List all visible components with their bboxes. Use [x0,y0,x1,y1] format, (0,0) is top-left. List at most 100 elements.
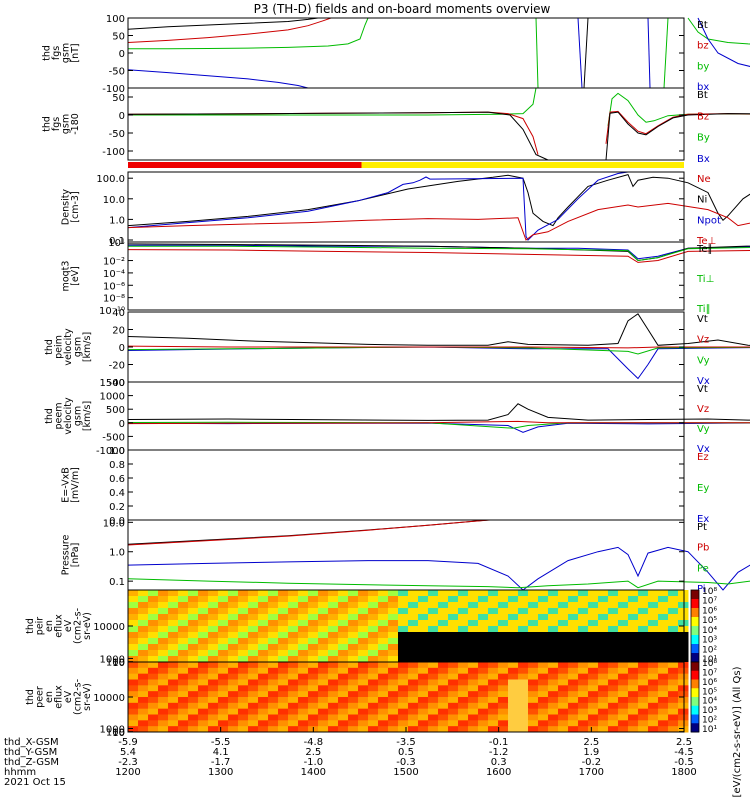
spectrogram-cell [258,702,269,710]
spectrogram-cell [368,708,379,715]
spectrogram-cell [208,626,219,633]
series-line-by-2 [607,92,750,126]
y-tick-label: 1.0 [109,548,125,559]
spectrogram-cell [498,626,509,633]
spectrogram-cell [188,697,199,704]
legend-entry: Ni [697,195,707,206]
spectrogram-cell [408,673,419,680]
y-tick-label: -40 [109,378,125,389]
spectrogram-cell [528,614,539,621]
spectrogram-cell [638,638,649,645]
y-axis-label-line: (cm2-s- [73,608,84,644]
spectrogram-cell [168,656,179,663]
x-axis-tick-label: -4.8 [304,737,324,748]
colorbar-tick-label: 10⁴ [702,626,717,636]
x-axis-tick-label: 2.5 [305,747,321,758]
spectrogram-cell [638,662,649,669]
legend-entry: Pt [697,522,707,533]
spectrogram-cell [168,638,179,645]
spectrogram-cell [668,626,679,633]
spectrogram-cell [148,708,159,715]
spectrogram-cell [368,697,379,704]
spectrogram-cell [168,644,179,651]
x-axis-tick-label: -5.5 [211,737,231,748]
spectrogram-cell [158,632,169,639]
spectrogram-cell [398,638,409,645]
spectrogram-cell [498,656,509,663]
spectrogram-cell [488,638,499,645]
spectrogram-cell [638,626,649,633]
spectrogram-cell [218,726,229,733]
spectrogram-cell [588,708,599,715]
spectrogram-cell [538,632,549,639]
spectrogram-cell [138,726,149,733]
spectrogram-cell [198,644,209,651]
spectrogram-cell [358,691,369,698]
spectrogram-cell [458,620,469,627]
spectrogram-cell [298,720,309,727]
spectrogram-cell [628,662,639,669]
spectrogram-cell [308,596,319,603]
y-tick-label: 10⁻² [103,257,125,268]
spectrogram-cell [568,656,579,663]
spectrogram-cell [488,679,499,686]
y-tick-label: -100 [102,147,125,158]
spectrogram-cell [248,614,259,621]
spectrogram-cell [538,673,549,680]
spectrogram-cell [538,644,549,651]
spectrogram-cell [408,702,419,710]
spectrogram-cell [378,673,389,680]
spectrogram-cell [158,620,169,627]
spectrogram-cell [568,691,579,698]
spectrogram-cell [178,720,189,727]
spectrogram-cell [228,720,239,727]
spectrogram-cell [178,702,189,710]
spectrogram-cell [258,673,269,680]
spectrogram-cell [158,697,169,704]
panel-4: Te∥Ti⊥Ti∥10¹10⁻²10⁻⁴10⁻⁶10⁻⁸10⁻¹⁰moqt3[e… [61,238,750,317]
spectrogram-cell [298,714,309,721]
spectrogram-cell [158,662,169,669]
spectrogram-cell [458,679,469,686]
spectrogram-cell [498,650,509,657]
spectrogram-cell [488,590,499,597]
spectrogram-cell [408,685,419,692]
spectrogram-cell [618,656,629,663]
spectrogram-cell [508,708,519,715]
spectrogram-cell [138,691,149,698]
spectrogram-cell [398,714,409,721]
panel-9: 10⁸10⁷10⁶10⁵10⁴10³10²10¹10000100010010th… [25,587,717,669]
spectrogram-cell [138,685,149,692]
x-axis-tick-label: 1300 [208,767,233,778]
spectrogram-cell [158,608,169,615]
spectrogram-cell [408,632,419,639]
spectrogram-cell [128,667,139,675]
spectrogram-cell [348,667,359,675]
x-axis-tick-label: 1500 [393,767,418,778]
spectrogram-cell [178,602,189,609]
spectrogram-cell [248,679,259,686]
y-tick-label: 50 [112,32,125,43]
spectrogram-cell [308,679,319,686]
spectrogram-cell [368,691,379,698]
spectrogram-cell [508,602,519,609]
spectrogram-cell [248,602,259,609]
y-tick-label: 10¹ [108,238,125,249]
spectrogram-cell [168,608,179,615]
spectrogram-cell [658,602,669,609]
spectrogram-cell [218,596,229,603]
spectrogram-cell [548,697,559,704]
spectrogram-cell [268,614,279,621]
series-line-ne [127,202,750,241]
spectrogram-cell [178,691,189,698]
spectrogram-cell [288,656,299,663]
spectrogram-cell [168,650,179,657]
spectrogram-cell [418,614,429,621]
spectrogram-cell [568,679,579,686]
x-axis-tick-label: 1700 [579,767,604,778]
spectrogram-cell [308,602,319,609]
colorbar-swatch [691,626,699,636]
spectrogram-cell [318,720,329,727]
spectrogram-cell [608,726,619,733]
